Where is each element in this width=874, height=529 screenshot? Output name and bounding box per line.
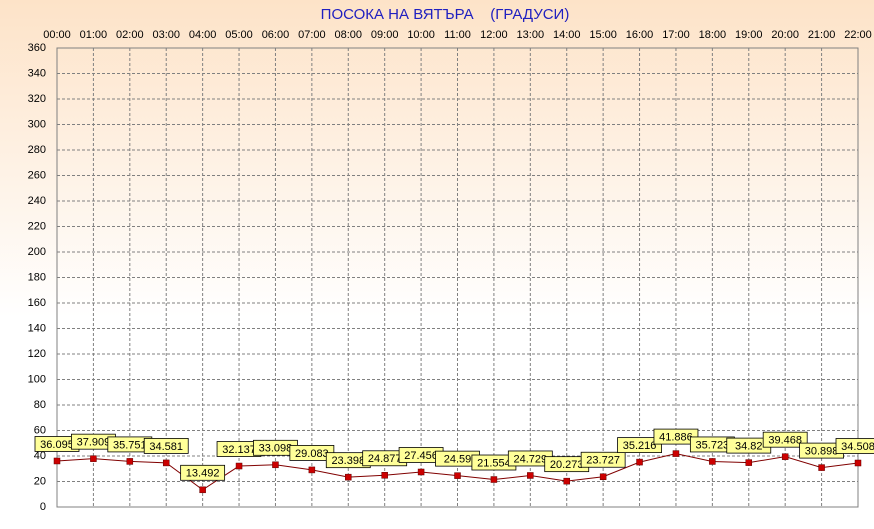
y-tick-label: 220 <box>28 220 46 232</box>
data-label: 24.59 <box>444 454 472 466</box>
x-tick-label: 16:00 <box>626 29 654 41</box>
x-tick-label: 14:00 <box>553 29 581 41</box>
y-tick-label: 140 <box>28 322 46 334</box>
data-label: 32.137 <box>222 444 256 456</box>
y-tick-label: 60 <box>34 424 46 436</box>
marker <box>636 458 643 466</box>
data-label: 41.886 <box>659 432 693 444</box>
label-box <box>580 451 626 468</box>
data-label: 35.723 <box>696 439 730 451</box>
marker <box>162 459 170 467</box>
data-label: 36.095 <box>40 439 74 451</box>
marker <box>709 458 716 465</box>
x-tick-label: 05:00 <box>225 29 253 41</box>
marker <box>781 453 789 460</box>
marker <box>308 466 316 474</box>
x-tick-label: 10:00 <box>407 29 435 41</box>
x-tick-label: 18:00 <box>699 29 727 41</box>
y-tick-label: 180 <box>28 271 46 283</box>
marker <box>90 455 97 462</box>
data-label: 35.216 <box>623 440 657 452</box>
label-box <box>180 464 226 481</box>
data-label: 37.909 <box>77 437 111 449</box>
y-tick-label: 20 <box>34 475 46 487</box>
x-tick-label: 20:00 <box>771 29 799 41</box>
marker <box>818 464 825 471</box>
y-tick-label: 320 <box>28 93 46 105</box>
y-tick-label: 200 <box>28 246 46 258</box>
label-box <box>143 438 189 454</box>
marker <box>854 459 862 467</box>
x-tick-label: 02:00 <box>116 29 144 41</box>
y-tick-label: 0 <box>40 501 46 513</box>
y-tick-label: 240 <box>28 195 46 207</box>
data-label: 35.751 <box>113 439 147 451</box>
data-label: 24.729 <box>513 453 547 465</box>
data-label: 33.098 <box>259 443 293 455</box>
y-tick-label: 160 <box>28 297 46 309</box>
data-label: 34.82 <box>735 441 763 453</box>
y-tick-label: 100 <box>28 373 46 385</box>
x-tick-label: 00:00 <box>43 29 71 41</box>
x-tick-label: 08:00 <box>335 29 363 41</box>
marker <box>235 462 243 470</box>
data-label: 27.456 <box>404 450 438 462</box>
marker <box>381 472 388 479</box>
y-tick-label: 360 <box>28 42 46 54</box>
data-label: 24.877 <box>368 453 402 465</box>
y-tick-label: 280 <box>28 144 46 156</box>
x-tick-label: 13:00 <box>517 29 545 41</box>
x-tick-label: 19:00 <box>735 29 763 41</box>
y-tick-label: 120 <box>28 348 46 360</box>
x-tick-label: 11:00 <box>444 29 471 41</box>
marker <box>53 457 61 465</box>
data-label: 20.273 <box>550 459 584 471</box>
data-label: 23.727 <box>586 455 620 467</box>
y-tick-label: 80 <box>34 399 46 411</box>
marker <box>490 476 498 483</box>
label-box <box>617 437 662 453</box>
marker <box>599 473 607 480</box>
marker <box>454 472 461 479</box>
marker <box>345 473 352 481</box>
marker <box>272 461 279 469</box>
x-tick-label: 07:00 <box>298 29 326 41</box>
y-tick-label: 260 <box>28 169 46 181</box>
data-label: 34.581 <box>149 441 183 453</box>
data-label: 39.468 <box>768 435 802 447</box>
x-tick-label: 04:00 <box>189 29 217 41</box>
data-label: 21.554 <box>477 457 511 469</box>
x-tick-label: 01:00 <box>80 29 108 41</box>
y-tick-label: 40 <box>34 450 46 462</box>
x-tick-label: 03:00 <box>152 29 180 41</box>
x-tick-label: 21:00 <box>808 29 836 41</box>
x-tick-label: 12:00 <box>480 29 508 41</box>
x-tick-label: 06:00 <box>262 29 290 41</box>
x-tick-label: 22:00 <box>844 29 872 41</box>
x-tick-label: 17:00 <box>662 29 690 41</box>
chart-title: ПОСОКА НА ВЯТЪРА (ГРАДУСИ) <box>321 6 570 23</box>
y-tick-label: 300 <box>28 118 46 130</box>
marker <box>672 450 680 457</box>
data-label: 30.898 <box>805 446 839 458</box>
data-label: 23.398 <box>331 455 365 467</box>
marker <box>563 477 570 485</box>
x-tick-label: 09:00 <box>371 29 399 41</box>
marker <box>126 458 134 465</box>
marker <box>745 459 753 466</box>
data-label: 34.508 <box>841 441 874 453</box>
x-tick-label: 15:00 <box>589 29 617 41</box>
marker <box>199 486 206 494</box>
data-label: 29.083 <box>295 448 329 460</box>
y-tick-label: 340 <box>28 67 46 79</box>
label-box <box>762 431 808 448</box>
label-box <box>835 438 874 454</box>
marker <box>417 468 425 476</box>
data-label: 13.492 <box>186 468 220 480</box>
marker <box>527 472 534 479</box>
